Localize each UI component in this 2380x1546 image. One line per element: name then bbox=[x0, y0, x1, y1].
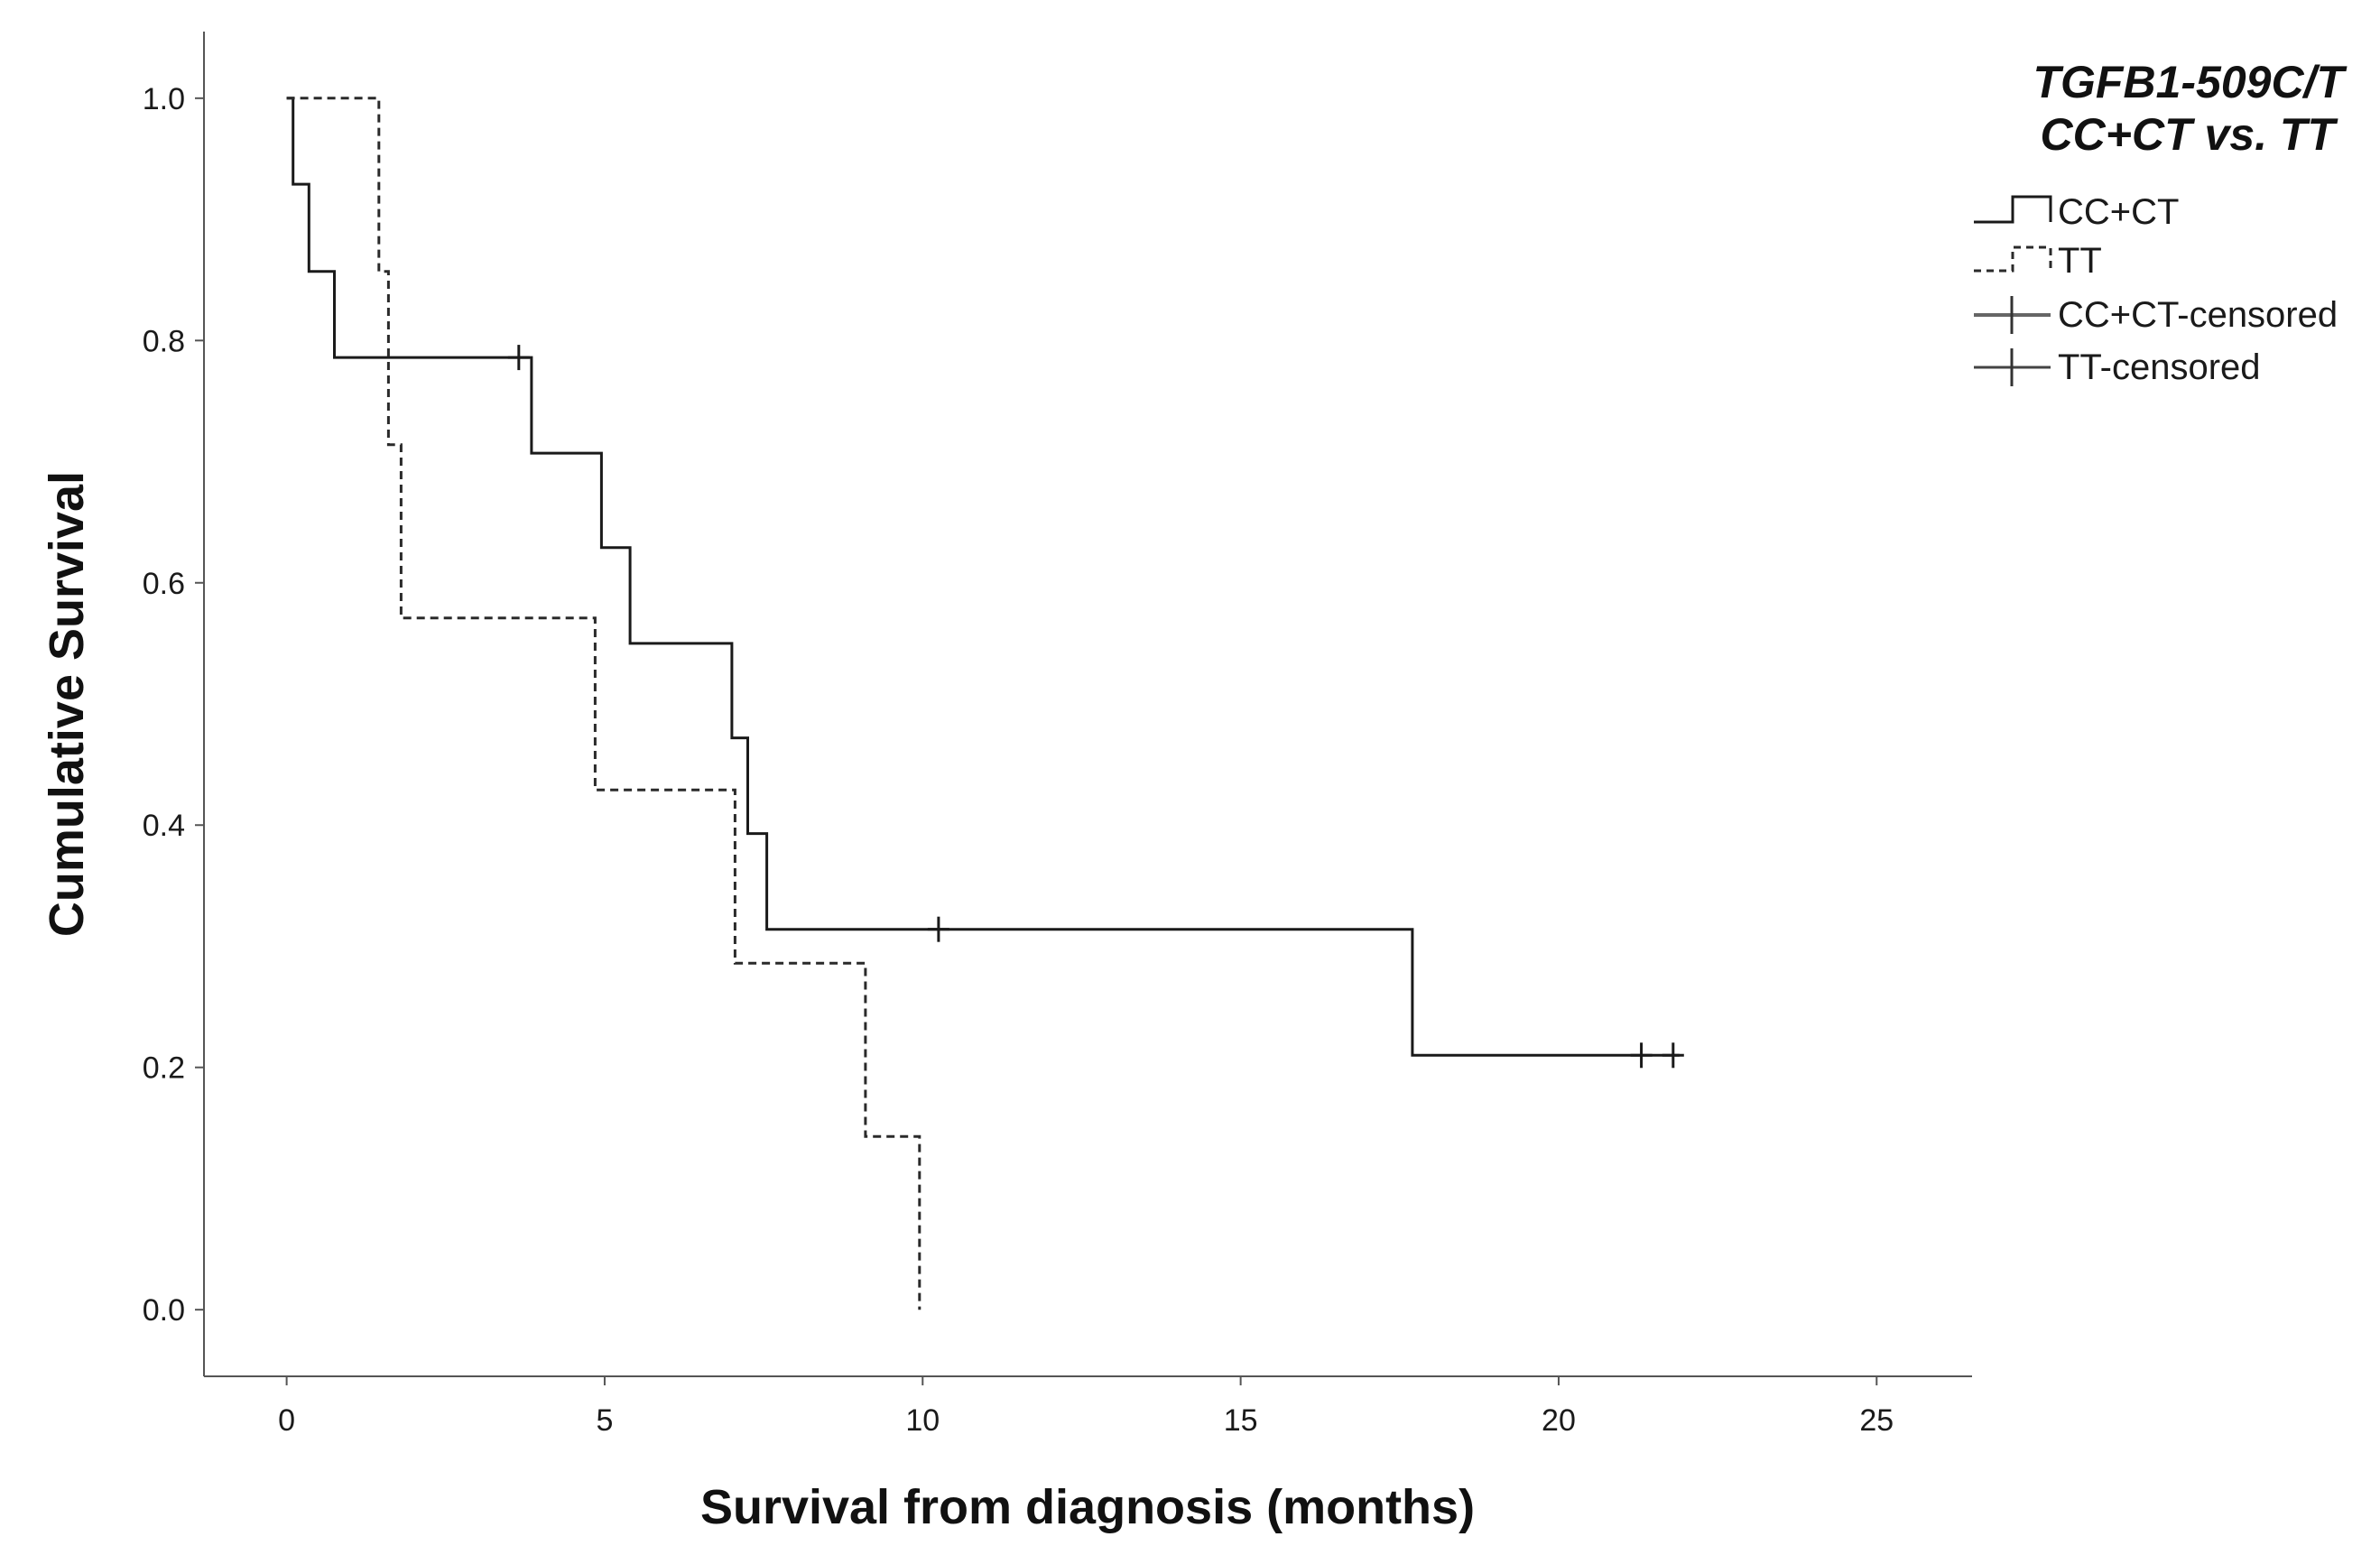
y-tick-label: 0.6 bbox=[143, 567, 185, 601]
legend-item-tt-censored: TT-censored bbox=[1974, 347, 2261, 387]
curve-cc-ct bbox=[286, 97, 1680, 1057]
x-axis-title: Survival from diagnosis (months) bbox=[700, 1480, 1475, 1534]
legend-title-line-2: CC+CT vs. TT bbox=[2041, 109, 2339, 160]
x-ticks: 0 5 10 15 20 25 bbox=[278, 1376, 1894, 1438]
y-tick-label: 1.0 bbox=[143, 82, 185, 116]
legend-swatch-step-dashed bbox=[1974, 245, 2052, 273]
x-tick-label: 15 bbox=[1224, 1403, 1258, 1438]
x-tick-label: 25 bbox=[1859, 1403, 1894, 1438]
y-tick-label: 0.4 bbox=[143, 809, 185, 843]
y-ticks: 0.0 0.2 0.4 0.6 0.8 1.0 bbox=[143, 82, 204, 1328]
legend-swatch-step-solid bbox=[1974, 195, 2052, 224]
legend-item-cc-ct-censored: CC+CT-censored bbox=[1974, 295, 2338, 335]
y-tick-label: 0.2 bbox=[143, 1051, 185, 1086]
legend-label-tt: TT bbox=[2058, 241, 2102, 281]
legend-label-tt-censored: TT-censored bbox=[2058, 347, 2261, 387]
x-tick-label: 5 bbox=[596, 1403, 613, 1438]
legend-item-cc-ct: CC+CT bbox=[1974, 192, 2179, 232]
legend-label-cc-ct: CC+CT bbox=[2058, 192, 2179, 232]
legend-item-tt: TT bbox=[1974, 241, 2102, 281]
legend: TGFB1-509C/T CC+CT vs. TT CC+CT TT CC+CT… bbox=[1974, 57, 2348, 387]
x-tick-label: 0 bbox=[278, 1403, 295, 1438]
y-axis-title: Cumulative Survival bbox=[40, 471, 94, 937]
y-tick-label: 0.8 bbox=[143, 324, 185, 358]
legend-label-cc-ct-censored: CC+CT-censored bbox=[2058, 295, 2338, 335]
survival-curves bbox=[286, 97, 1684, 1310]
legend-title-line-1: TGFB1-509C/T bbox=[2033, 57, 2348, 107]
y-tick-label: 0.0 bbox=[143, 1293, 185, 1328]
curve-tt bbox=[286, 97, 921, 1310]
x-tick-label: 20 bbox=[1542, 1403, 1576, 1438]
x-tick-label: 10 bbox=[905, 1403, 940, 1438]
